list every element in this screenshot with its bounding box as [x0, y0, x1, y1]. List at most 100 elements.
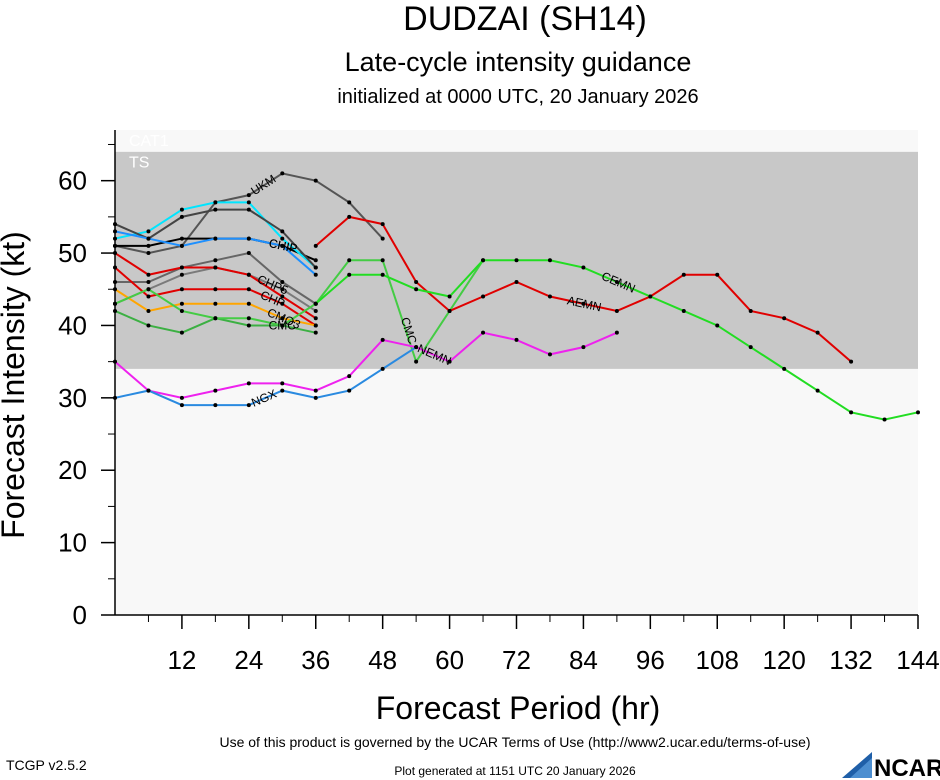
y-tick-label: 30 — [58, 383, 87, 413]
chart-subtitle: Late-cycle intensity guidance — [345, 47, 692, 77]
data-point — [547, 258, 552, 263]
y-axis-label: Forecast Intensity (kt) — [0, 231, 31, 539]
data-point — [514, 258, 519, 263]
data-point — [313, 308, 318, 313]
data-point — [347, 374, 352, 379]
data-point — [547, 352, 552, 357]
ncar-logo-icon — [842, 752, 872, 778]
data-point — [916, 410, 920, 415]
version-label: TCGP v2.5.2 — [6, 757, 87, 773]
x-tick-label: 60 — [435, 645, 464, 675]
data-point — [414, 359, 419, 364]
data-point — [280, 323, 285, 328]
x-tick-label: 132 — [829, 645, 872, 675]
data-point — [447, 294, 452, 299]
data-point — [380, 337, 385, 342]
data-point — [681, 272, 686, 277]
data-point — [213, 236, 218, 241]
data-point — [146, 243, 151, 248]
data-point — [447, 308, 452, 313]
axes-frame — [114, 130, 918, 616]
data-point — [146, 229, 151, 234]
data-point — [179, 308, 184, 313]
data-point — [146, 236, 151, 241]
data-point — [481, 294, 486, 299]
data-point — [246, 200, 251, 205]
data-point — [213, 265, 218, 270]
x-axis-label: Forecast Period (hr) — [376, 690, 661, 726]
data-point — [246, 236, 251, 241]
data-point — [280, 287, 285, 292]
data-point — [347, 258, 352, 263]
y-tick-label: 10 — [58, 528, 87, 558]
data-point — [414, 280, 419, 285]
y-tick-label: 40 — [58, 310, 87, 340]
data-point — [146, 251, 151, 256]
data-point — [146, 388, 151, 393]
y-tick-label: 60 — [58, 166, 87, 196]
data-point — [213, 388, 218, 393]
data-point — [246, 301, 251, 306]
data-point — [380, 366, 385, 371]
data-point — [146, 308, 151, 313]
terms-of-use: Use of this product is governed by the U… — [219, 734, 810, 750]
data-point — [748, 345, 753, 350]
data-point — [313, 395, 318, 400]
data-point — [313, 265, 318, 270]
series-label: CHIP — [268, 236, 299, 256]
data-point — [280, 316, 285, 321]
generated-time: Plot generated at 1151 UTC 20 January 20… — [394, 764, 636, 778]
data-point — [380, 272, 385, 277]
data-point — [146, 287, 151, 292]
data-point — [313, 272, 318, 277]
series-label: CMC — [269, 318, 297, 332]
series-line — [114, 346, 417, 407]
x-tick-label: 48 — [368, 645, 397, 675]
data-point — [280, 388, 285, 393]
data-point — [313, 301, 318, 306]
data-point — [179, 236, 184, 241]
data-point — [614, 308, 619, 313]
data-point — [213, 200, 218, 205]
data-point — [246, 323, 251, 328]
data-point — [280, 229, 285, 234]
data-point — [481, 258, 486, 263]
data-point — [179, 265, 184, 270]
series-line — [114, 331, 618, 399]
data-point — [146, 323, 151, 328]
data-point — [313, 178, 318, 183]
data-point — [179, 403, 184, 408]
x-tick-label: 12 — [167, 645, 196, 675]
data-point — [414, 287, 419, 292]
data-point — [179, 207, 184, 212]
data-point — [849, 410, 854, 415]
data-point — [815, 388, 820, 393]
data-point — [347, 214, 352, 219]
series-lines — [113, 171, 920, 422]
data-point — [213, 287, 218, 292]
series-label: CHIP — [268, 236, 299, 256]
x-tick-label: 120 — [762, 645, 805, 675]
data-point — [213, 301, 218, 306]
intensity-band — [115, 130, 918, 152]
data-point — [179, 395, 184, 400]
data-point — [815, 330, 820, 335]
data-point — [246, 316, 251, 321]
data-point — [748, 308, 753, 313]
data-point — [246, 403, 251, 408]
data-point — [246, 251, 251, 256]
x-tick-label: 144 — [896, 645, 939, 675]
data-point — [414, 345, 419, 350]
data-point — [849, 359, 854, 364]
svg-text:NCAR: NCAR — [874, 755, 940, 780]
band-label: TS — [129, 155, 149, 172]
series-line — [114, 259, 484, 364]
data-point — [313, 258, 318, 263]
data-point — [380, 222, 385, 227]
data-point — [347, 200, 352, 205]
data-point — [179, 287, 184, 292]
intensity-band — [115, 368, 918, 615]
y-tick-label: 0 — [73, 600, 87, 630]
data-point — [514, 280, 519, 285]
data-point — [280, 280, 285, 285]
